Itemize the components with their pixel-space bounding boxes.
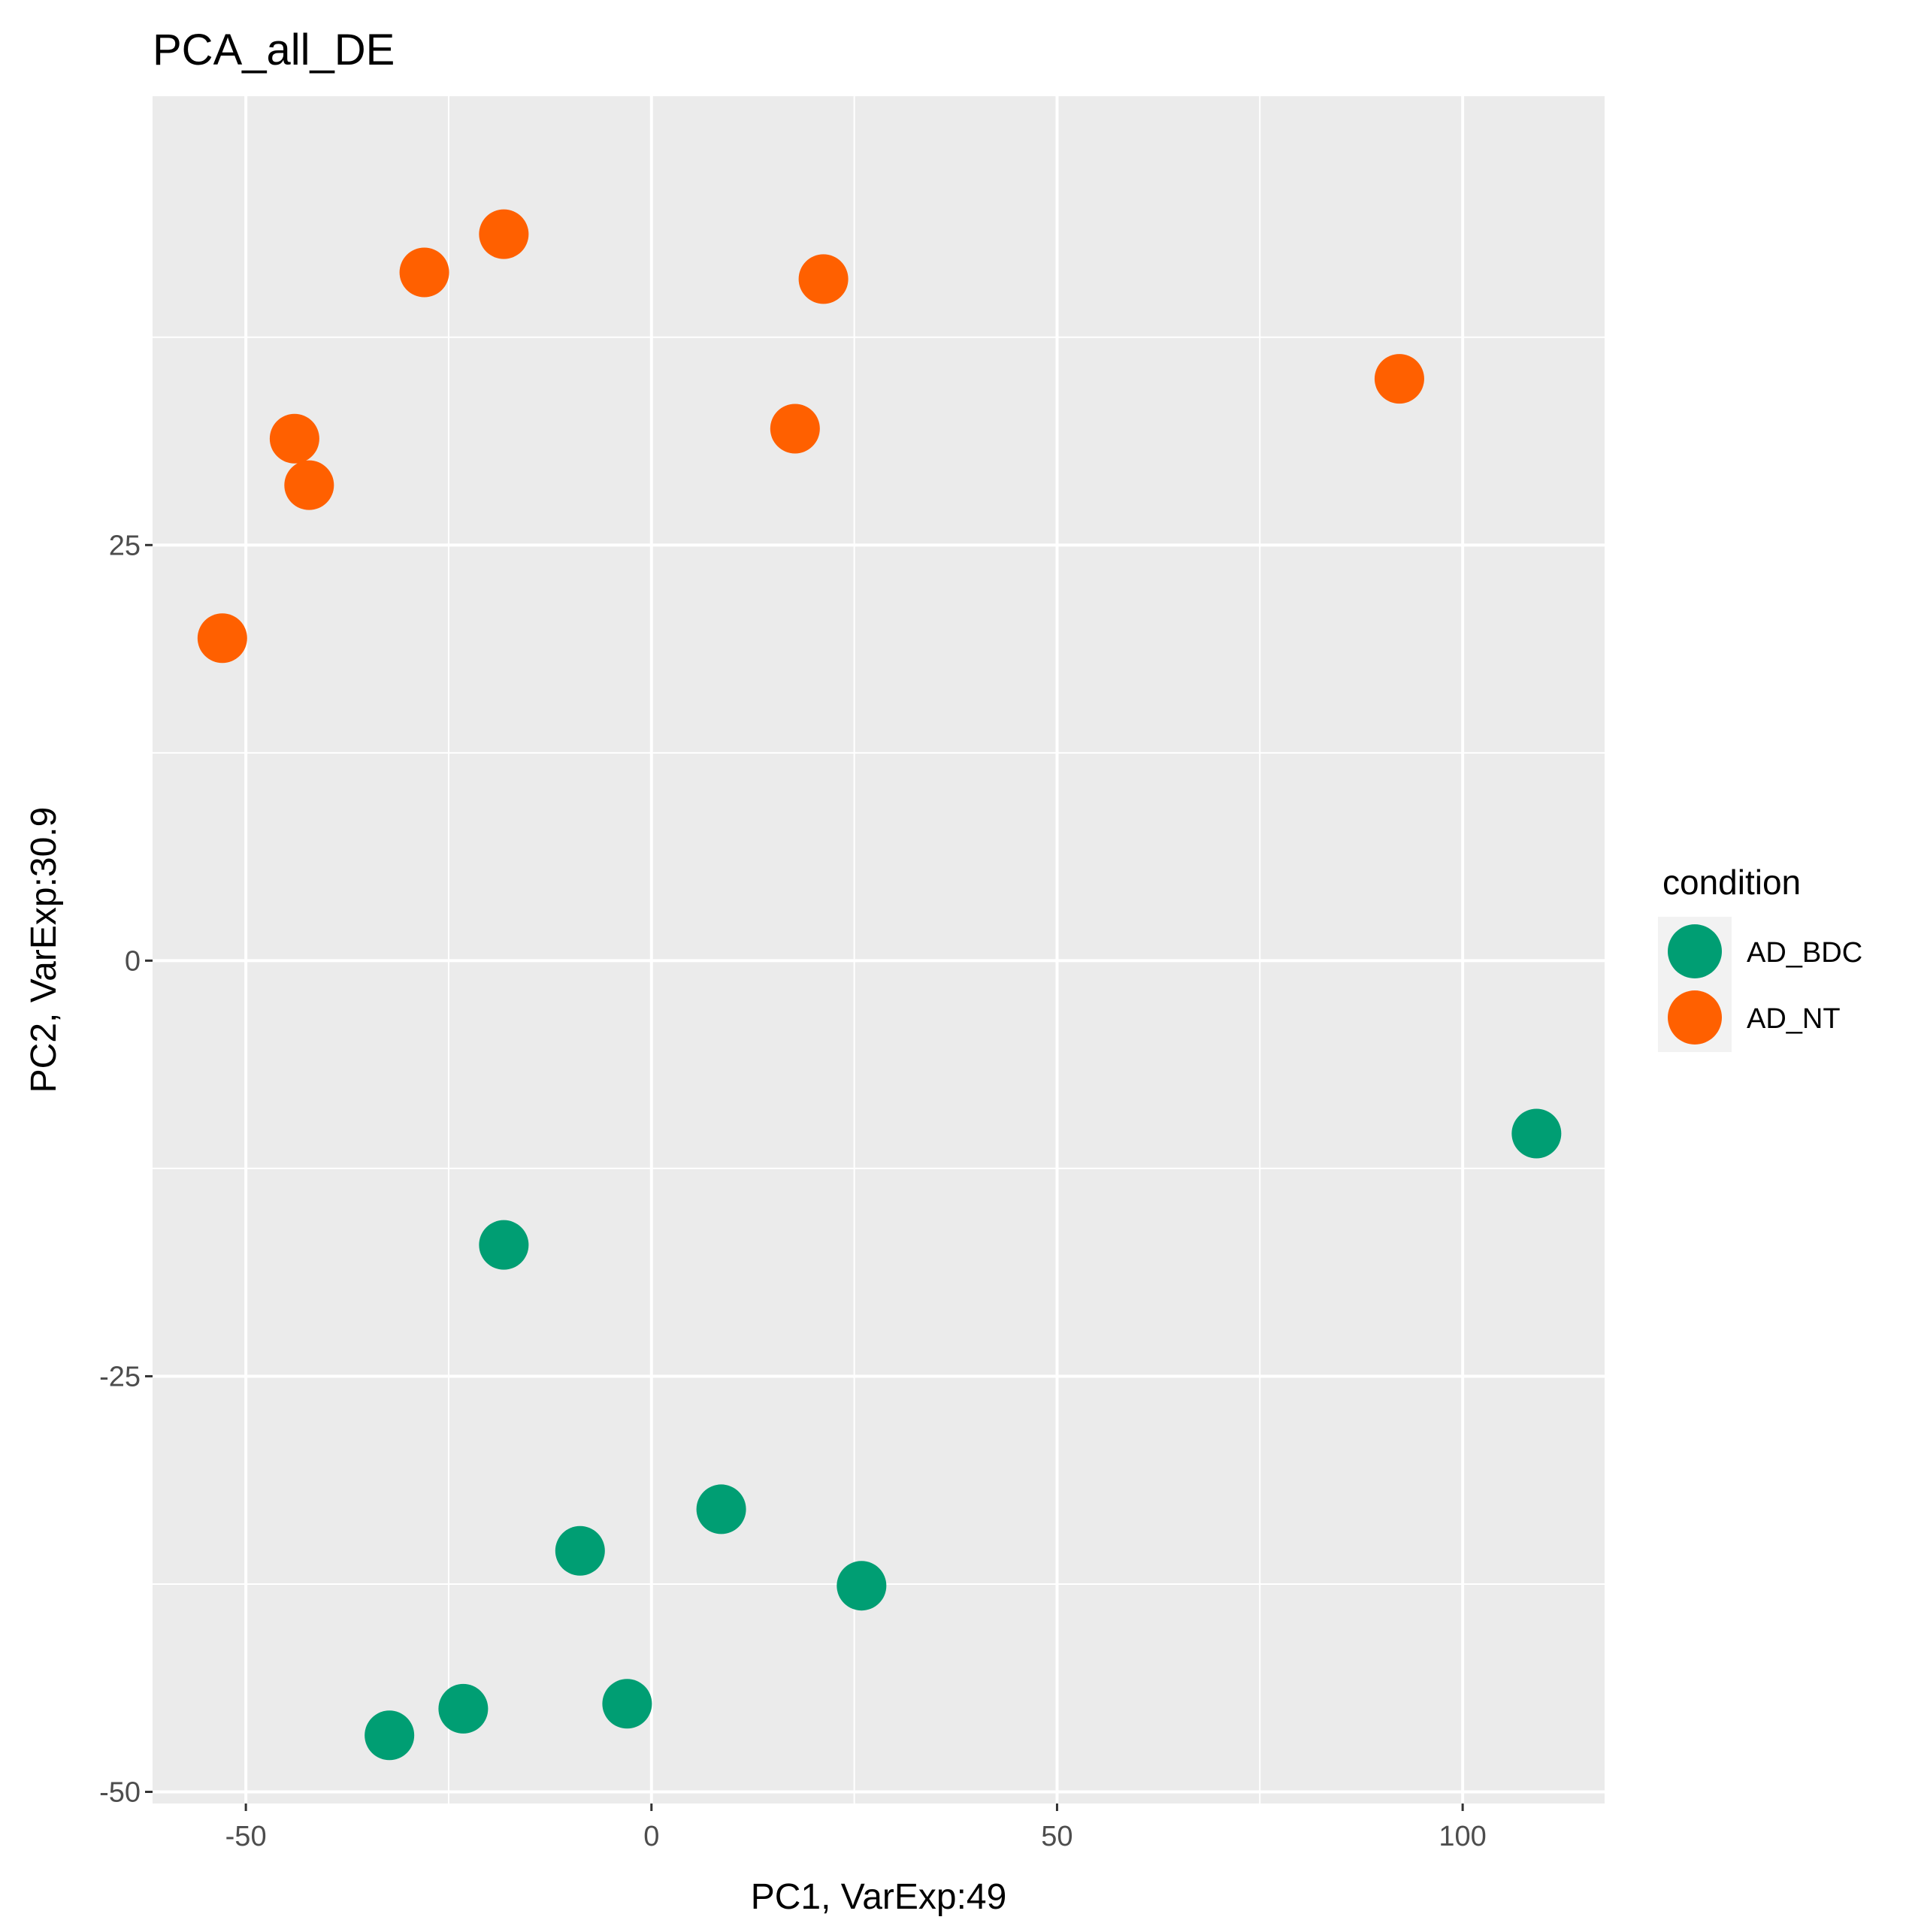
point-ad-nt [269, 413, 319, 464]
point-ad-bdc [438, 1683, 489, 1734]
point-ad-nt [479, 209, 529, 259]
point-ad-bdc [696, 1484, 746, 1534]
y-tick-label: 25 [109, 530, 141, 561]
legend-key-ad-bdc [1668, 924, 1722, 978]
legend-items: AD_BDC AD_NT [1658, 917, 1862, 1052]
point-ad-nt [798, 254, 849, 304]
axes: -50 0 50 100 -50 -25 0 25 [99, 530, 1487, 1852]
legend-label-ad-nt: AD_NT [1747, 1003, 1841, 1035]
x-tick-label: 0 [643, 1821, 659, 1852]
point-ad-nt [284, 460, 334, 510]
point-ad-bdc [837, 1561, 887, 1611]
point-ad-bdc [602, 1679, 652, 1729]
point-ad-bdc [479, 1220, 529, 1270]
chart-title: PCA_all_DE [153, 26, 395, 74]
point-ad-nt [197, 613, 247, 664]
point-ad-bdc [555, 1525, 605, 1576]
legend: condition AD_BDC AD_NT [1658, 863, 1862, 1052]
data-points [197, 209, 1562, 1761]
plot-panel-background [153, 96, 1605, 1804]
x-tick-label: 50 [1041, 1821, 1073, 1852]
point-ad-nt [770, 404, 820, 454]
point-ad-nt [399, 247, 449, 298]
point-ad-bdc [1511, 1108, 1562, 1159]
legend-label-ad-bdc: AD_BDC [1747, 937, 1862, 969]
legend-key-ad-nt [1668, 990, 1722, 1045]
point-ad-nt [1374, 354, 1424, 404]
x-tick-label: 100 [1439, 1821, 1486, 1852]
grid-lines [153, 96, 1605, 1804]
y-tick-label: 0 [125, 945, 141, 977]
y-tick-label: -50 [99, 1777, 141, 1809]
y-tick-label: -25 [99, 1361, 141, 1392]
legend-title: condition [1662, 863, 1801, 902]
x-tick-label: -50 [225, 1821, 267, 1852]
x-axis-title: PC1, VarExp:49 [751, 1877, 1007, 1917]
point-ad-bdc [365, 1710, 415, 1761]
y-axis-title: PC2, VarExp:30.9 [24, 807, 64, 1093]
